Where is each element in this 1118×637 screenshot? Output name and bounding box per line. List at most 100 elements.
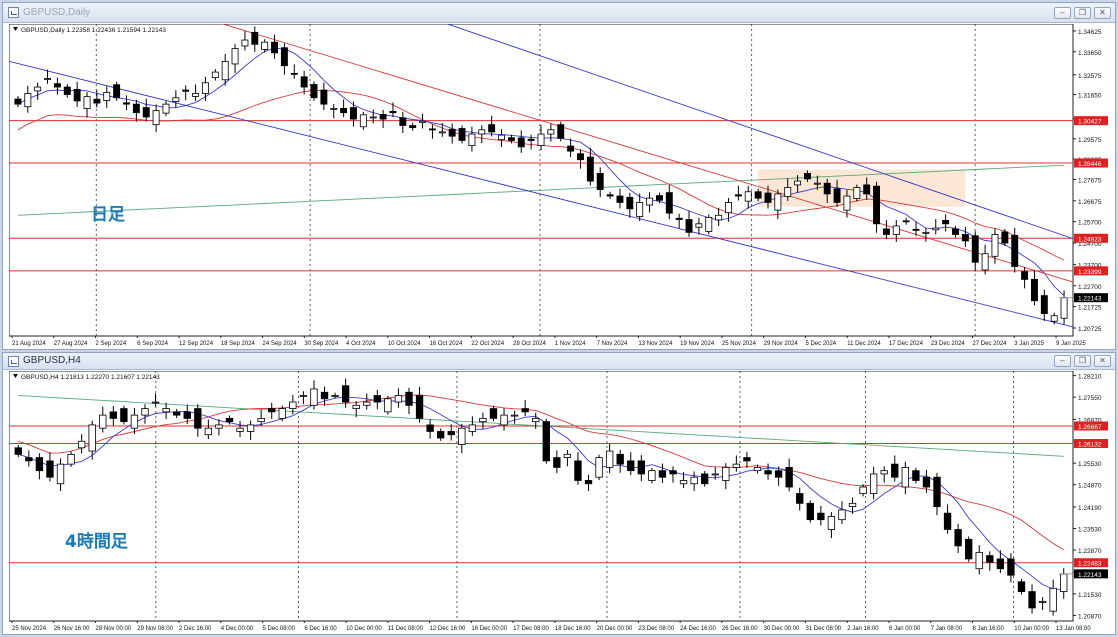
h4-title-bar[interactable]: GBPUSD,H4 – ❐ ✕ xyxy=(3,353,1115,370)
candle-body xyxy=(1007,558,1015,576)
candle xyxy=(330,103,338,119)
x-tick-label: 25 Nov 2024 xyxy=(722,341,757,347)
candle-body xyxy=(685,219,693,233)
candle xyxy=(369,109,377,124)
candle-body xyxy=(971,235,979,263)
candle-body xyxy=(838,509,846,521)
candle xyxy=(754,188,762,202)
candle-body xyxy=(271,41,278,54)
x-tick-label: 26 Dec 16:00 xyxy=(722,626,758,632)
candle xyxy=(447,424,455,441)
candle xyxy=(753,464,762,474)
candle-body xyxy=(833,188,841,203)
candle-body xyxy=(341,385,350,403)
candle xyxy=(340,99,348,118)
candle-body xyxy=(478,129,486,135)
ma-slow-line xyxy=(18,395,1064,457)
candle xyxy=(848,497,857,514)
x-tick-label: 11 Dec 08:00 xyxy=(388,626,424,632)
h4-chart-window[interactable]: GBPUSD,H4 – ❐ ✕ 1.28210 1.27550 1.26870 1.2… xyxy=(2,352,1116,635)
candle-body xyxy=(405,391,413,406)
candle xyxy=(557,121,565,142)
candle xyxy=(743,451,751,469)
candle xyxy=(1050,312,1058,325)
candle xyxy=(1001,228,1009,247)
candle xyxy=(426,419,434,439)
candle-body xyxy=(1001,231,1009,244)
candle xyxy=(892,219,900,242)
candle xyxy=(225,415,234,425)
y-tick-label: 1.26675 xyxy=(1078,199,1102,206)
candle-body xyxy=(557,124,565,139)
y-tick-label: 1.32575 xyxy=(1078,73,1102,80)
candle xyxy=(1011,227,1019,273)
level-price-badge xyxy=(1074,438,1108,448)
candle-body xyxy=(869,473,878,494)
candle xyxy=(690,471,698,491)
candle xyxy=(873,181,881,233)
daily-plot-area[interactable]: 1.346251.336501.325751.316501.305251.295… xyxy=(9,24,1109,348)
y-tick-label: 1.23700 xyxy=(1078,262,1102,269)
x-tick-label: 26 Nov 16:00 xyxy=(54,626,90,632)
current-price-badge xyxy=(1074,569,1108,579)
candle xyxy=(596,167,604,198)
daily-chart-window[interactable]: GBPUSD,Daily – ❐ ✕ 1.34625 1.33650 1.32575… xyxy=(2,2,1116,350)
h4-window-title: GBPUSD,H4 xyxy=(23,355,81,366)
candle xyxy=(669,466,677,483)
candle-body xyxy=(257,417,265,423)
candle xyxy=(183,404,191,425)
restore-button[interactable]: ❐ xyxy=(1074,355,1091,367)
candle-body xyxy=(211,71,219,79)
y-tick-label: 1.28210 xyxy=(1078,374,1102,381)
h4-plot-area[interactable]: 1.282101.275501.268701.261951.255301.248… xyxy=(9,371,1109,633)
candle-body xyxy=(690,476,698,485)
candle xyxy=(833,179,841,207)
candle xyxy=(204,419,213,440)
daily-title-bar[interactable]: GBPUSD,Daily – ❐ ✕ xyxy=(3,3,1115,23)
candle-body xyxy=(933,476,941,508)
minimize-button[interactable]: – xyxy=(1054,7,1071,19)
candle xyxy=(271,34,278,59)
candle xyxy=(646,192,654,213)
candle-body xyxy=(605,450,614,468)
candle xyxy=(606,191,614,200)
candle-body xyxy=(679,480,688,485)
restore-button[interactable]: ❐ xyxy=(1074,7,1091,19)
candle xyxy=(320,82,328,111)
candle xyxy=(173,408,181,418)
candle xyxy=(278,405,286,422)
x-tick-label: 30 Dec 00:00 xyxy=(764,626,800,632)
close-button[interactable]: ✕ xyxy=(1094,355,1111,367)
candle-body xyxy=(394,395,403,403)
candle-body xyxy=(1060,573,1068,592)
candle-body xyxy=(93,98,101,104)
candle-body xyxy=(310,84,318,99)
candle-body xyxy=(764,192,772,203)
candle xyxy=(241,31,249,51)
candle xyxy=(201,76,209,101)
daily-candlestick-chart[interactable]: 1.346251.336501.325751.316501.305251.295… xyxy=(9,24,1109,348)
candle-body xyxy=(859,486,867,494)
candle xyxy=(734,185,742,201)
candle xyxy=(130,407,139,434)
candle xyxy=(882,219,890,239)
y-tick-label: 1.21530 xyxy=(1078,592,1102,599)
candle xyxy=(24,85,32,113)
candle-body xyxy=(389,111,397,114)
candle-body xyxy=(711,473,719,476)
h4-candlestick-chart[interactable]: 1.282101.275501.268701.261951.255301.248… xyxy=(9,371,1109,633)
candle xyxy=(537,125,545,151)
candle-body xyxy=(848,502,857,508)
candle xyxy=(961,227,969,247)
minimize-button[interactable]: – xyxy=(1054,355,1071,367)
candle-body xyxy=(67,453,75,465)
close-button[interactable]: ✕ xyxy=(1094,7,1111,19)
candle-body xyxy=(705,216,713,232)
level-price-badge xyxy=(1074,233,1108,243)
x-tick-label: 1 Nov 2024 xyxy=(555,341,586,347)
candle xyxy=(384,395,392,415)
candle xyxy=(901,461,909,495)
candle-body xyxy=(120,408,128,423)
candle-body xyxy=(130,414,139,429)
candle xyxy=(437,428,445,441)
